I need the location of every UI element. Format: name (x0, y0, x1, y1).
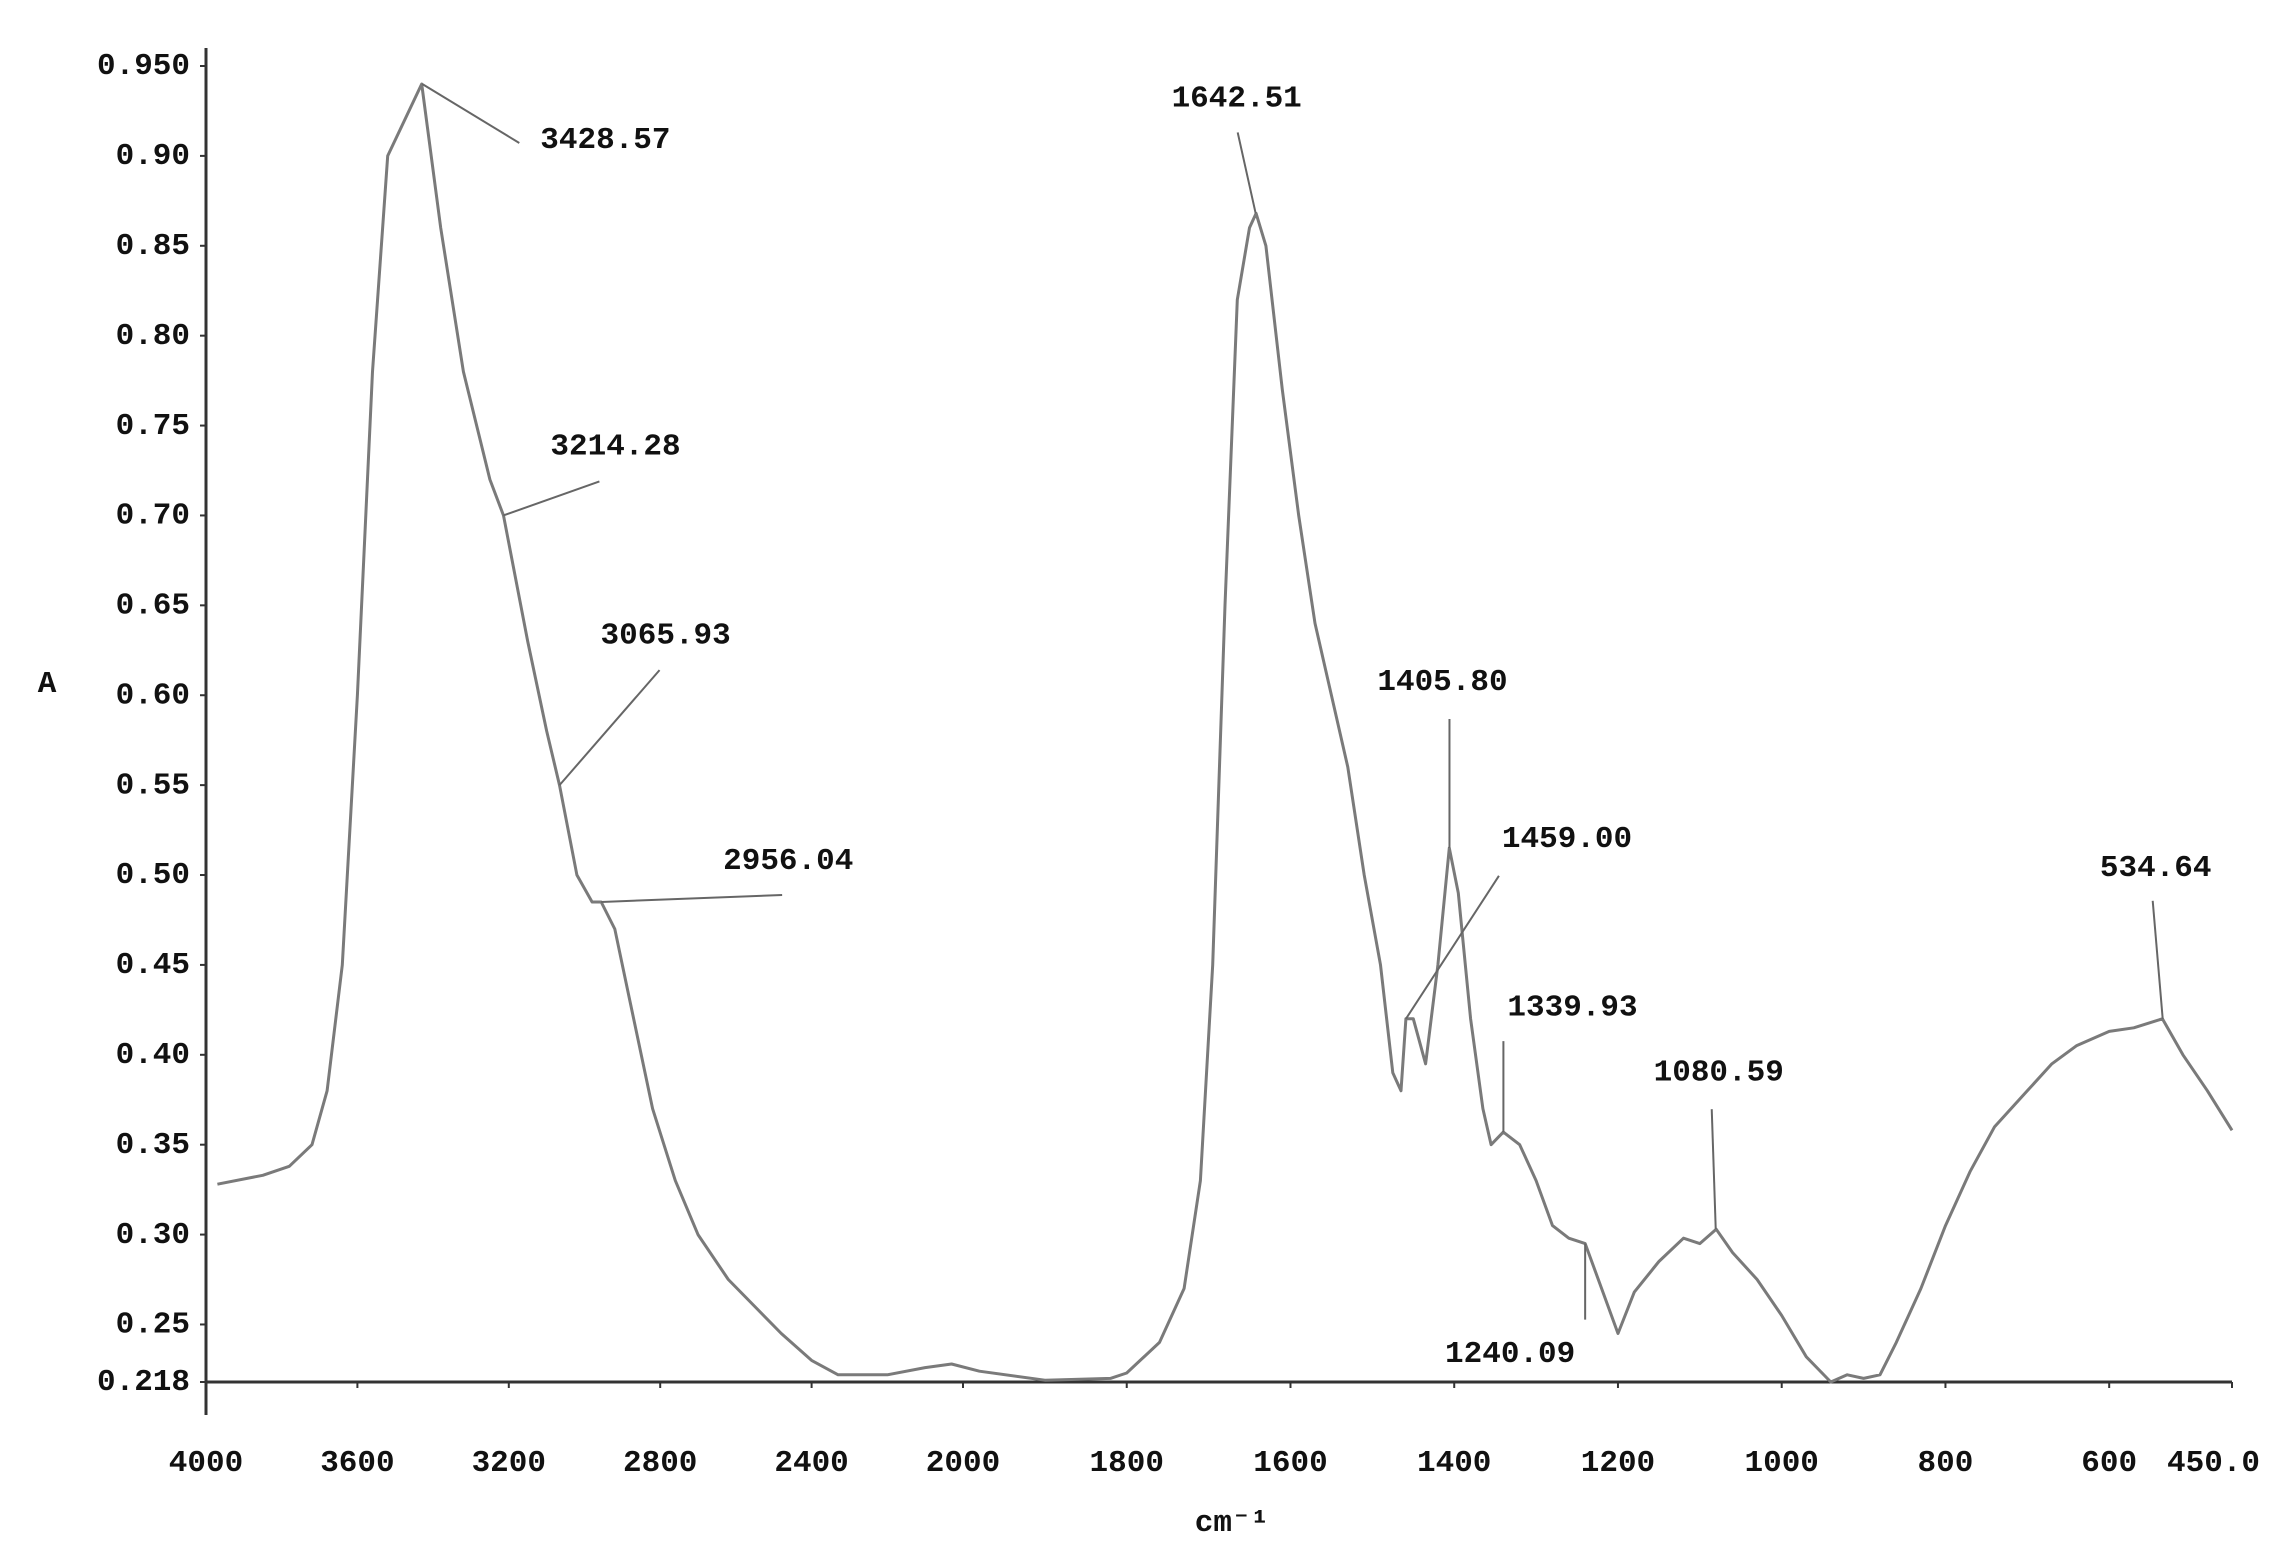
x-tick-label: 450.0 (2167, 1446, 2260, 1481)
y-tick-label: 0.75 (116, 409, 190, 444)
y-tick-label: 0.55 (116, 768, 190, 803)
x-tick-label: 1000 (1744, 1446, 1818, 1481)
annotation-leader (421, 83, 520, 144)
x-tick-label: 2800 (623, 1446, 697, 1481)
annotation-leader (1405, 875, 1500, 1020)
y-tick-label: 0.35 (116, 1128, 190, 1163)
annotation-label: 1405.80 (1377, 665, 1507, 700)
x-tick-label: 4000 (169, 1446, 243, 1481)
annotation-leader (2151, 900, 2164, 1019)
y-tick-label: 0.60 (116, 678, 190, 713)
annotation-leader (601, 893, 783, 903)
y-tick-label: 0.950 (97, 49, 190, 84)
x-tick-label: 1600 (1253, 1446, 1327, 1481)
y-tick-label: 0.45 (116, 948, 190, 983)
y-tick-label: 0.30 (116, 1218, 190, 1253)
annotation-label: 1080.59 (1654, 1055, 1784, 1090)
annotation-label: 1339.93 (1507, 990, 1637, 1025)
annotation-leader (1710, 1109, 1717, 1230)
annotation-label: 1459.00 (1502, 822, 1632, 857)
annotation-label: 3428.57 (540, 123, 670, 158)
annotation-label: 3065.93 (601, 618, 731, 653)
y-tick-label: 0.25 (116, 1308, 190, 1343)
annotation-label: 1240.09 (1445, 1337, 1575, 1372)
x-axis-label: cm⁻¹ (1195, 1506, 1269, 1541)
spectrum-line (217, 82, 2234, 1384)
y-tick-label: 0.90 (116, 139, 190, 174)
x-tick-label: 1800 (1090, 1446, 1164, 1481)
x-tick-label: 2000 (926, 1446, 1000, 1481)
annotation-leader (558, 669, 661, 786)
y-tick-label: 0.85 (116, 229, 190, 264)
y-tick-label: 0.40 (116, 1038, 190, 1073)
y-tick-label: 0.65 (116, 589, 190, 624)
x-tick-label: 1200 (1581, 1446, 1655, 1481)
annotation-label: 3214.28 (550, 430, 680, 465)
x-tick-label: 1400 (1417, 1446, 1491, 1481)
annotation-leader (1236, 132, 1257, 214)
annotation-label: 2956.04 (723, 844, 853, 879)
annotation-label: 534.64 (2100, 851, 2212, 886)
y-tick-label: 0.218 (97, 1365, 190, 1400)
x-tick-label: 800 (1918, 1446, 1974, 1481)
annotation-leader (503, 480, 600, 517)
x-tick-label: 3600 (320, 1446, 394, 1481)
x-tick-label: 600 (2081, 1446, 2137, 1481)
y-tick-label: 0.80 (116, 319, 190, 354)
annotation-label: 1642.51 (1172, 82, 1302, 117)
x-tick-label: 3200 (472, 1446, 546, 1481)
y-axis-label: A (38, 667, 57, 702)
y-tick-label: 0.70 (116, 499, 190, 534)
y-tick-label: 0.50 (116, 858, 190, 893)
x-tick-label: 2400 (774, 1446, 848, 1481)
